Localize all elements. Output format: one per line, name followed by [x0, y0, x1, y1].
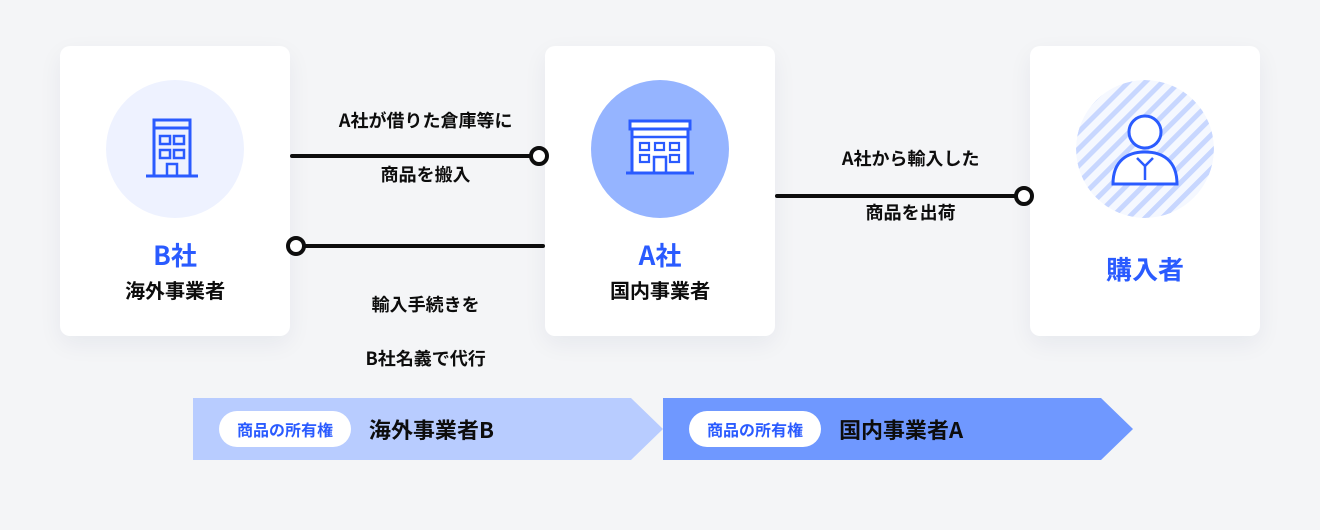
icon-circle-a [591, 80, 729, 218]
person-icon [1098, 102, 1192, 196]
card-a-title: A社 [639, 236, 682, 273]
ownership-pill-1: 商品の所有権 [219, 411, 351, 447]
ownership-stage-2: 商品の所有権 国内事業者A [663, 398, 1133, 460]
ownership-text-2: 国内事業者A [839, 413, 963, 445]
card-company-b: B社 海外事業者 [60, 46, 290, 336]
diagram-stage: B社 海外事業者 A社 国内事業者 [0, 0, 1320, 530]
connector-a-to-b [290, 236, 545, 256]
card-b-title: B社 [153, 236, 197, 273]
icon-circle-buyer [1076, 80, 1214, 218]
ownership-pill-2: 商品の所有権 [689, 411, 821, 447]
card-b-subtitle: 海外事業者 [125, 275, 225, 304]
office-building-icon [136, 110, 214, 188]
card-a-subtitle: 国内事業者 [610, 275, 710, 304]
card-company-a: A社 国内事業者 [545, 46, 775, 336]
warehouse-building-icon [618, 107, 702, 191]
card-buyer-title: 購入者 [1106, 250, 1184, 287]
ownership-text-1: 海外事業者B [369, 413, 494, 445]
label-b-to-a: A社が借りた倉庫等に 商品を搬入 [290, 80, 545, 215]
icon-circle-b [106, 80, 244, 218]
label-a-to-buyer: A社から輸入した 商品を出荷 [775, 118, 1030, 253]
card-buyer: 購入者 [1030, 46, 1260, 336]
ownership-stage-1: 商品の所有権 海外事業者B [193, 398, 663, 460]
label-a-to-b: 輸入手続きを B社名義で代行 [290, 264, 545, 399]
